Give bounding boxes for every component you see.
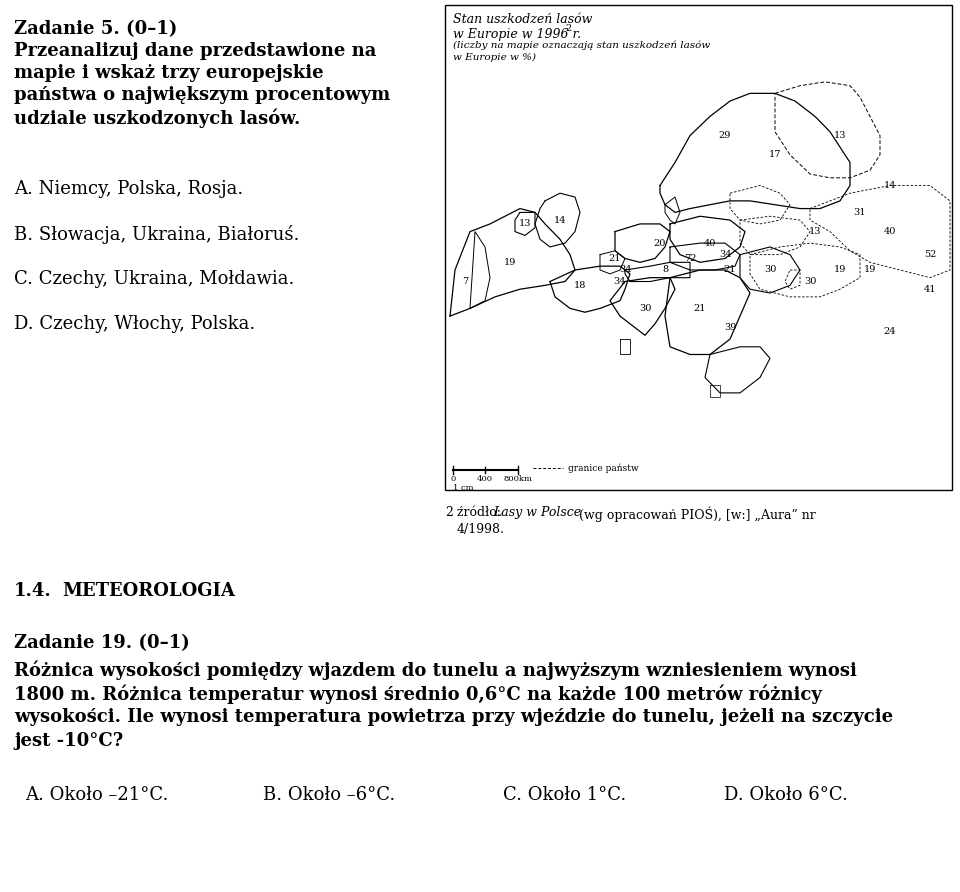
Text: 19: 19 [864, 266, 876, 275]
Text: 20: 20 [654, 239, 666, 248]
Text: C. Czechy, Ukraina, Mołdawia.: C. Czechy, Ukraina, Mołdawia. [14, 270, 295, 288]
Text: (wg opracowań PIOŚ), [w:] „Aura” nr: (wg opracowań PIOŚ), [w:] „Aura” nr [575, 506, 816, 522]
Text: 21: 21 [609, 254, 621, 263]
Text: 40: 40 [704, 239, 716, 248]
Text: A. Około –21°C.: A. Około –21°C. [25, 786, 168, 804]
Text: 4/1998.: 4/1998. [457, 523, 505, 536]
Text: 13: 13 [833, 131, 847, 140]
Text: 14: 14 [554, 216, 566, 225]
Text: 0: 0 [450, 475, 456, 483]
Text: 41: 41 [924, 285, 936, 293]
Text: 72: 72 [684, 254, 696, 263]
Text: wysokości. Ile wynosi temperatura powietrza przy wjeździe do tunelu, jeżeli na s: wysokości. Ile wynosi temperatura powiet… [14, 708, 893, 726]
Text: 2: 2 [445, 506, 453, 519]
Text: 1800 m. Różnica temperatur wynosi średnio 0,6°C na każde 100 metrów różnicy: 1800 m. Różnica temperatur wynosi średni… [14, 684, 822, 704]
Text: 7: 7 [462, 277, 468, 286]
Text: 19: 19 [504, 258, 516, 267]
Text: 17: 17 [769, 150, 781, 160]
Text: 18: 18 [574, 281, 587, 290]
Text: mapie i wskaż trzy europejskie: mapie i wskaż trzy europejskie [14, 64, 324, 82]
Text: 21: 21 [724, 266, 736, 275]
Text: D. Czechy, Włochy, Polska.: D. Czechy, Włochy, Polska. [14, 315, 255, 333]
Text: B. Słowacja, Ukraina, Białoruś.: B. Słowacja, Ukraina, Białoruś. [14, 225, 300, 244]
Text: 13: 13 [808, 227, 821, 236]
Text: jest -10°C?: jest -10°C? [14, 732, 123, 750]
Text: 8: 8 [662, 266, 668, 275]
Text: 1.4.: 1.4. [14, 582, 52, 600]
Text: B. Około –6°C.: B. Około –6°C. [263, 786, 396, 804]
Text: METEOROLOGIA: METEOROLOGIA [62, 582, 235, 600]
Text: 13: 13 [518, 219, 531, 228]
Text: Zadanie 19. (0–1): Zadanie 19. (0–1) [14, 634, 190, 652]
Text: 800km: 800km [504, 475, 533, 483]
Text: 34: 34 [719, 250, 732, 260]
Text: 400: 400 [477, 475, 493, 483]
Text: A. Niemcy, Polska, Rosja.: A. Niemcy, Polska, Rosja. [14, 180, 243, 198]
Text: 1 cm: 1 cm [453, 484, 473, 492]
Text: 2: 2 [565, 24, 571, 33]
Text: C. Około 1°C.: C. Około 1°C. [503, 786, 626, 804]
Text: udziale uszkodzonych lasów.: udziale uszkodzonych lasów. [14, 108, 300, 128]
Text: 40: 40 [884, 227, 897, 236]
Text: w Europie w %): w Europie w %) [453, 53, 536, 62]
Text: 30: 30 [764, 266, 777, 275]
Bar [445, 5, 952, 490]
Text: 30: 30 [804, 277, 816, 286]
Text: Różnica wysokości pomiędzy wjazdem do tunelu a najwyższym wzniesieniem wynosi: Różnica wysokości pomiędzy wjazdem do tu… [14, 660, 857, 680]
Text: 39: 39 [724, 323, 736, 332]
Text: D. Około 6°C.: D. Około 6°C. [724, 786, 848, 804]
Text: państwa o największym procentowym: państwa o największym procentowym [14, 86, 391, 104]
Text: 52: 52 [924, 250, 936, 260]
Text: 30: 30 [638, 304, 651, 313]
Text: Zadanie 5. (0–1): Zadanie 5. (0–1) [14, 20, 178, 38]
Text: 29: 29 [719, 131, 732, 140]
Text: w Europie w 1996 r.: w Europie w 1996 r. [453, 28, 581, 41]
Text: 34: 34 [619, 266, 632, 275]
Text: źródło:: źródło: [457, 506, 505, 519]
Text: 31: 31 [853, 208, 866, 217]
Text: 14: 14 [884, 181, 897, 190]
Text: 34: 34 [613, 277, 626, 286]
Text: Przeanalizuj dane przedstawione na: Przeanalizuj dane przedstawione na [14, 42, 376, 60]
Text: 19: 19 [834, 266, 846, 275]
Text: granice państw: granice państw [568, 463, 638, 473]
Text: Lasy w Polsce: Lasy w Polsce [493, 506, 581, 519]
Text: 24: 24 [884, 327, 897, 336]
Text: 21: 21 [694, 304, 707, 313]
Text: (liczby na mapie oznaczają stan uszkodzeń lasów: (liczby na mapie oznaczają stan uszkodze… [453, 41, 710, 51]
Text: Stan uszkodzeń lasów: Stan uszkodzeń lasów [453, 13, 592, 26]
